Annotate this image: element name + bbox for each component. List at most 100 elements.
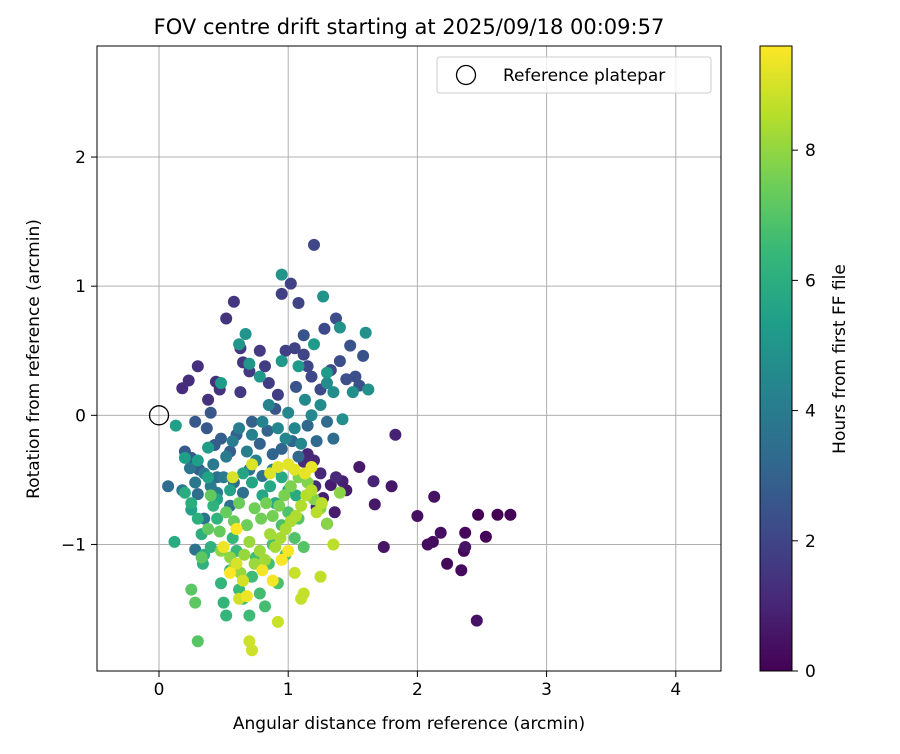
data-point bbox=[504, 508, 517, 521]
data-point bbox=[279, 344, 292, 357]
data-point bbox=[230, 523, 243, 535]
legend: Reference platepar bbox=[436, 56, 712, 94]
data-point bbox=[224, 566, 237, 579]
data-point bbox=[470, 614, 483, 627]
data-point bbox=[271, 461, 284, 473]
data-point bbox=[233, 422, 246, 435]
data-point bbox=[295, 437, 308, 450]
data-point bbox=[253, 587, 266, 600]
data-point bbox=[314, 570, 327, 583]
data-point bbox=[220, 312, 233, 325]
data-point bbox=[297, 329, 310, 342]
data-point bbox=[275, 442, 288, 455]
data-point bbox=[327, 432, 340, 445]
data-point bbox=[207, 458, 220, 471]
data-point bbox=[191, 512, 204, 525]
data-point bbox=[226, 471, 239, 484]
data-point bbox=[240, 590, 253, 603]
colorbar-tick-label: 0 bbox=[805, 662, 816, 682]
data-point bbox=[275, 471, 288, 484]
data-point bbox=[246, 458, 258, 471]
axes-frame bbox=[96, 45, 722, 672]
colorbar-tick-label: 4 bbox=[805, 402, 816, 422]
data-point bbox=[168, 535, 181, 548]
data-point bbox=[275, 553, 288, 566]
data-point bbox=[330, 471, 342, 484]
data-point bbox=[333, 355, 346, 368]
data-point bbox=[284, 480, 297, 493]
data-point bbox=[215, 577, 227, 590]
data-point bbox=[411, 510, 424, 522]
data-point bbox=[367, 475, 380, 488]
data-point bbox=[178, 451, 191, 464]
data-point bbox=[330, 312, 342, 325]
data-point bbox=[202, 393, 215, 406]
data-point bbox=[292, 450, 305, 463]
data-point bbox=[266, 574, 279, 587]
data-point bbox=[243, 609, 256, 622]
data-point bbox=[284, 277, 297, 290]
data-point bbox=[288, 566, 301, 579]
data-point bbox=[279, 432, 292, 445]
data-point bbox=[357, 349, 370, 362]
data-point bbox=[362, 383, 375, 396]
data-point bbox=[310, 435, 323, 448]
data-point bbox=[189, 415, 202, 428]
data-point bbox=[178, 486, 191, 499]
data-point bbox=[195, 551, 208, 564]
data-point bbox=[274, 532, 287, 544]
colorbar-ticks: 0 2 4 6 8 bbox=[792, 141, 816, 682]
data-point bbox=[243, 357, 256, 370]
data-point bbox=[259, 553, 271, 566]
data-point bbox=[246, 570, 258, 583]
x-axis-label: Angular distance from reference (arcmin) bbox=[233, 714, 585, 734]
data-point bbox=[327, 386, 340, 399]
chart-title: FOV centre drift starting at 2025/09/18 … bbox=[154, 15, 665, 39]
data-point bbox=[273, 499, 286, 512]
data-point bbox=[269, 541, 282, 553]
x-tick-label: 2 bbox=[412, 680, 423, 700]
data-point bbox=[189, 476, 202, 489]
data-point bbox=[220, 450, 233, 463]
data-point bbox=[213, 525, 226, 538]
data-point bbox=[314, 467, 327, 480]
data-point bbox=[185, 497, 198, 510]
data-point bbox=[385, 480, 398, 493]
data-point bbox=[472, 508, 485, 521]
data-point bbox=[204, 406, 217, 419]
data-point bbox=[455, 564, 468, 577]
data-point bbox=[266, 510, 279, 522]
data-point bbox=[202, 523, 215, 535]
data-point bbox=[211, 512, 224, 525]
legend-entry-reference-platepar: Reference platepar bbox=[503, 66, 665, 86]
data-point bbox=[271, 388, 284, 401]
data-point bbox=[237, 467, 249, 480]
data-point bbox=[240, 445, 253, 458]
data-point bbox=[233, 497, 246, 510]
data-point bbox=[301, 360, 314, 373]
data-point bbox=[344, 339, 357, 352]
data-point bbox=[389, 428, 402, 441]
data-point bbox=[491, 508, 504, 521]
reference-platepar-marker bbox=[148, 405, 170, 426]
data-point bbox=[238, 548, 251, 561]
data-point bbox=[301, 419, 314, 432]
data-point bbox=[288, 342, 301, 355]
data-point bbox=[185, 583, 198, 596]
data-point bbox=[340, 373, 353, 386]
data-point bbox=[271, 422, 284, 435]
reference-marker bbox=[148, 405, 170, 426]
data-point bbox=[297, 348, 310, 361]
data-point bbox=[353, 461, 366, 473]
data-point bbox=[441, 557, 454, 570]
data-point bbox=[259, 360, 271, 373]
data-point bbox=[321, 415, 333, 428]
data-point bbox=[336, 413, 349, 426]
data-point bbox=[234, 386, 247, 399]
data-point bbox=[233, 338, 246, 351]
data-point bbox=[321, 517, 333, 530]
colorbar-tick-label: 6 bbox=[805, 271, 816, 291]
data-point bbox=[275, 287, 288, 300]
